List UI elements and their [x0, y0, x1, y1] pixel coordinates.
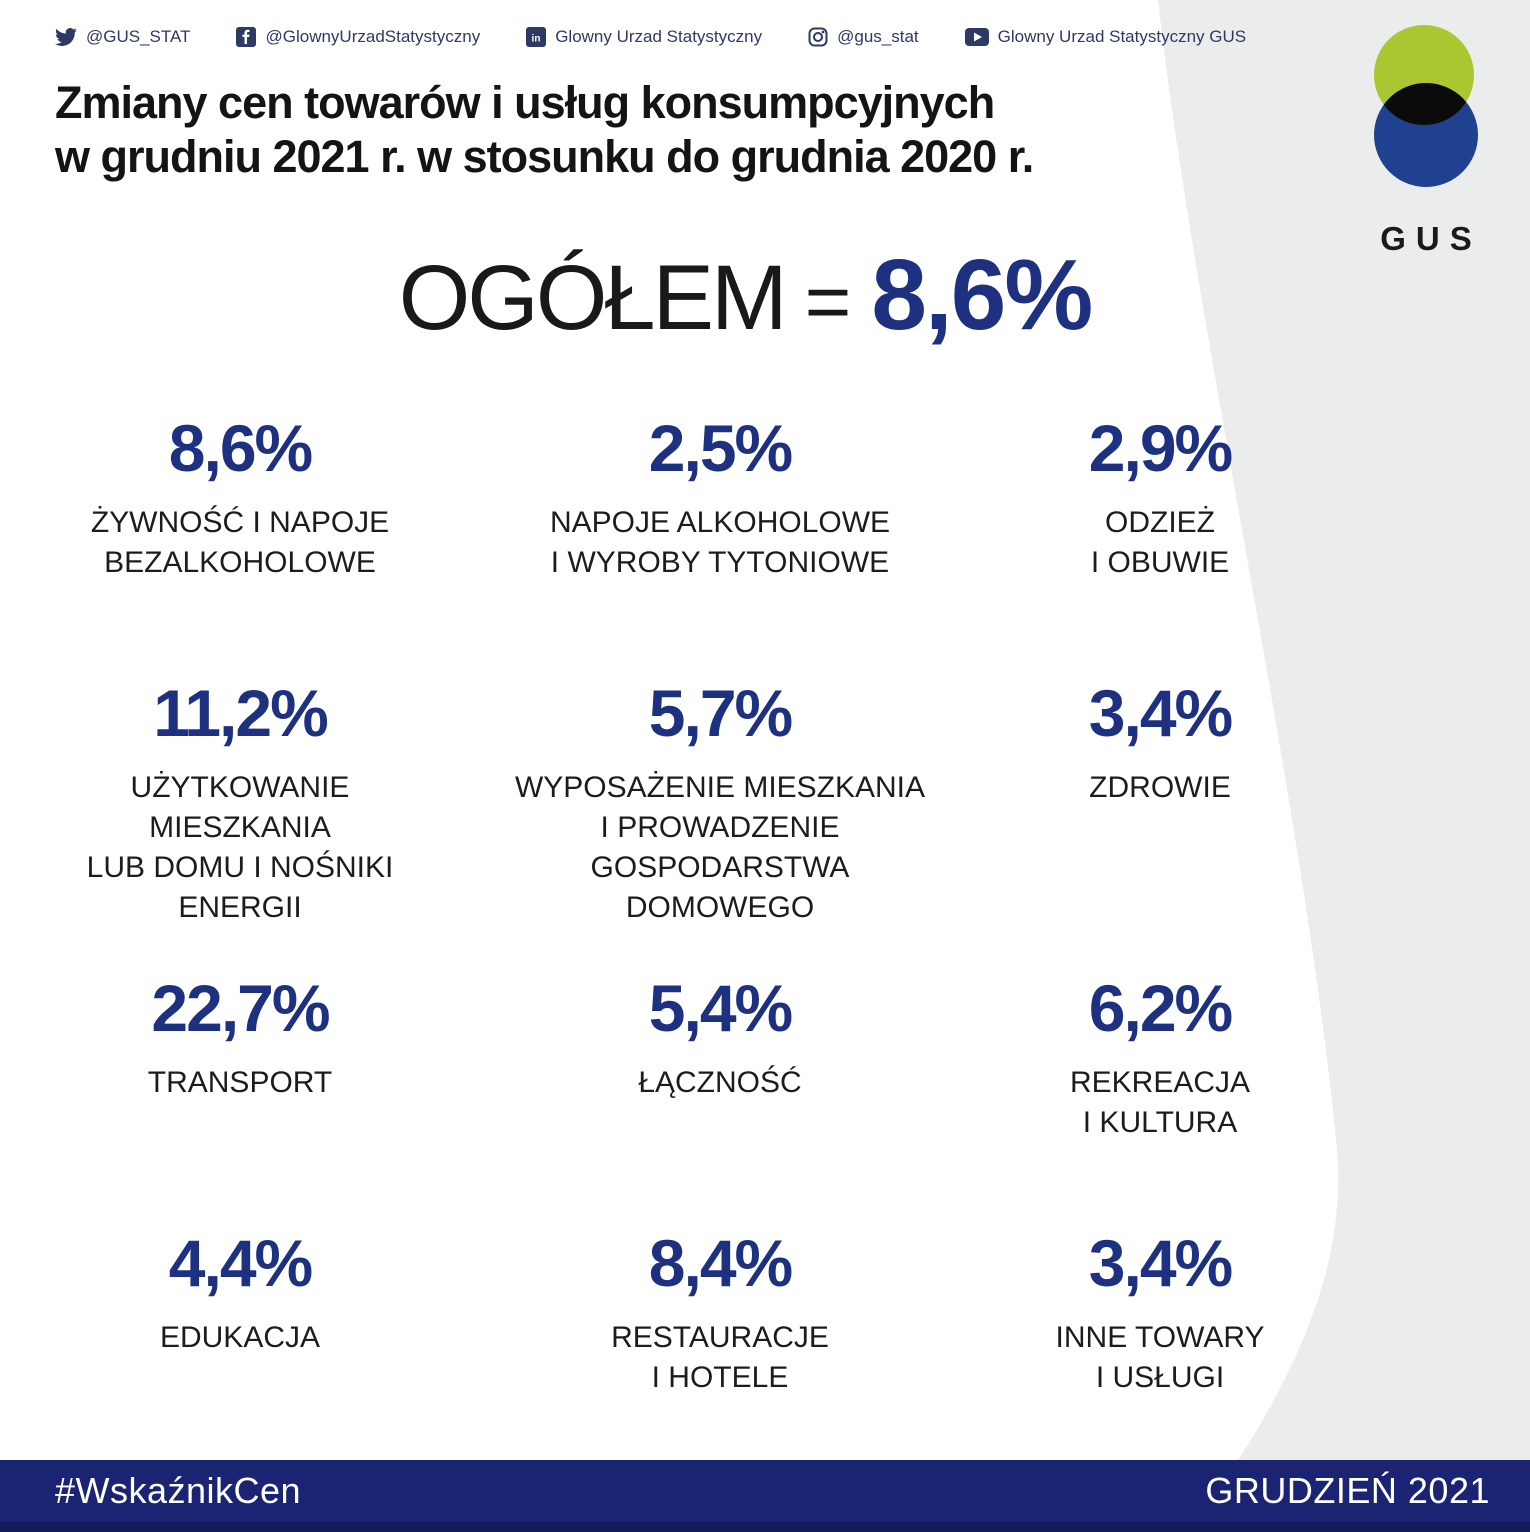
page-title: Zmiany cen towarów i usług konsumpcyjnyc… [55, 77, 1034, 182]
stat-value: 2,9% [1088, 411, 1233, 485]
social-link-facebook[interactable]: @GlownyUrzadStatystyczny [236, 27, 480, 47]
social-handle-twitter: @GUS_STAT [86, 27, 191, 46]
stat-label: UŻYTKOWANIE MIESZKANIA LUB DOMU I NOŚNIK… [86, 771, 394, 924]
stat-health: 3,4% ZDROWIE [970, 680, 1350, 808]
stat-communication: 5,4% ŁĄCZNOŚĆ [470, 975, 970, 1103]
stat-education: 4,4% EDUKACJA [40, 1230, 440, 1358]
gus-logo: GUS [1366, 22, 1486, 258]
stat-label: ZDROWIE [1089, 771, 1231, 804]
stat-value: 8,6% [168, 411, 313, 485]
instagram-icon [808, 27, 828, 47]
stat-value: 5,4% [648, 971, 793, 1045]
equals-sign: = [804, 257, 852, 346]
stat-label: ŻYWNOŚĆ I NAPOJE BEZALKOHOLOWE [90, 506, 390, 579]
stat-alcohol-tobacco: 2,5% NAPOJE ALKOHOLOWE I WYROBY TYTONIOW… [470, 415, 970, 583]
social-handle-youtube: Glowny Urzad Statystyczny GUS [997, 27, 1247, 46]
stat-other-goods-services: 3,4% INNE TOWARY I USŁUGI [970, 1230, 1350, 1398]
stat-label: ODZIEŻ I OBUWIE [1090, 506, 1230, 579]
stat-value: 3,4% [1088, 676, 1233, 750]
stat-transport: 22,7% TRANSPORT [40, 975, 440, 1103]
stat-label: REKREACJA I KULTURA [1069, 1066, 1251, 1139]
stat-label: INNE TOWARY I USŁUGI [1055, 1321, 1265, 1394]
stat-label: NAPOJE ALKOHOLOWE I WYROBY TYTONIOWE [549, 506, 891, 579]
stat-value: 5,7% [648, 676, 793, 750]
stat-recreation-culture: 6,2% REKREACJA I KULTURA [970, 975, 1350, 1143]
stat-label: RESTAURACJE I HOTELE [611, 1321, 829, 1394]
stat-furnishings: 5,7% WYPOSAŻENIE MIESZKANIA I PROWADZENI… [470, 680, 970, 928]
youtube-icon [964, 28, 989, 46]
stat-value: 8,4% [648, 1226, 793, 1300]
stat-label: WYPOSAŻENIE MIESZKANIA I PROWADZENIE GOS… [514, 771, 926, 924]
social-link-instagram[interactable]: @gus_stat [808, 27, 919, 47]
linkedin-icon: in [526, 27, 547, 47]
social-link-youtube[interactable]: Glowny Urzad Statystyczny GUS [964, 27, 1247, 47]
stat-value: 3,4% [1088, 1226, 1233, 1300]
stat-value: 4,4% [168, 1226, 313, 1300]
social-bar: @GUS_STAT @GlownyUrzadStatystyczny in Gl… [55, 26, 1246, 48]
stat-value: 6,2% [1088, 971, 1233, 1045]
overall-value: 8,6% [871, 239, 1093, 351]
social-handle-instagram: @gus_stat [837, 27, 919, 46]
footer-period: GRUDZIEŃ 2021 [1205, 1470, 1490, 1511]
stat-label: TRANSPORT [147, 1066, 333, 1099]
stat-value: 22,7% [151, 971, 330, 1045]
twitter-icon [55, 28, 77, 46]
gus-logo-text: GUS [1380, 220, 1482, 257]
social-link-twitter[interactable]: @GUS_STAT [55, 26, 190, 48]
footer-hashtag: #WskaźnikCen [55, 1470, 302, 1511]
stat-label: ŁĄCZNOŚĆ [638, 1066, 802, 1099]
social-handle-linkedin: Glowny Urzad Statystyczny [555, 27, 763, 46]
stat-restaurants-hotels: 8,4% RESTAURACJE I HOTELE [470, 1230, 970, 1398]
footer-bar: #WskaźnikCen GRUDZIEŃ 2021 [0, 1460, 1530, 1532]
svg-text:in: in [532, 34, 541, 45]
social-handle-facebook: @GlownyUrzadStatystyczny [265, 27, 481, 46]
stat-value: 11,2% [153, 676, 329, 750]
stat-label: EDUKACJA [159, 1321, 321, 1354]
social-link-linkedin[interactable]: in Glowny Urzad Statystyczny [526, 27, 762, 47]
facebook-icon [236, 27, 257, 47]
overall-stat: OGÓŁEM = 8,6% [0, 238, 1490, 353]
stat-value: 2,5% [648, 411, 793, 485]
gus-logo-icon [1374, 25, 1478, 187]
stat-housing-energy: 11,2% UŻYTKOWANIE MIESZKANIA LUB DOMU I … [40, 680, 440, 928]
overall-label: OGÓŁEM [398, 247, 788, 349]
stat-food: 8,6% ŻYWNOŚĆ I NAPOJE BEZALKOHOLOWE [40, 415, 440, 583]
stat-clothing: 2,9% ODZIEŻ I OBUWIE [970, 415, 1350, 583]
